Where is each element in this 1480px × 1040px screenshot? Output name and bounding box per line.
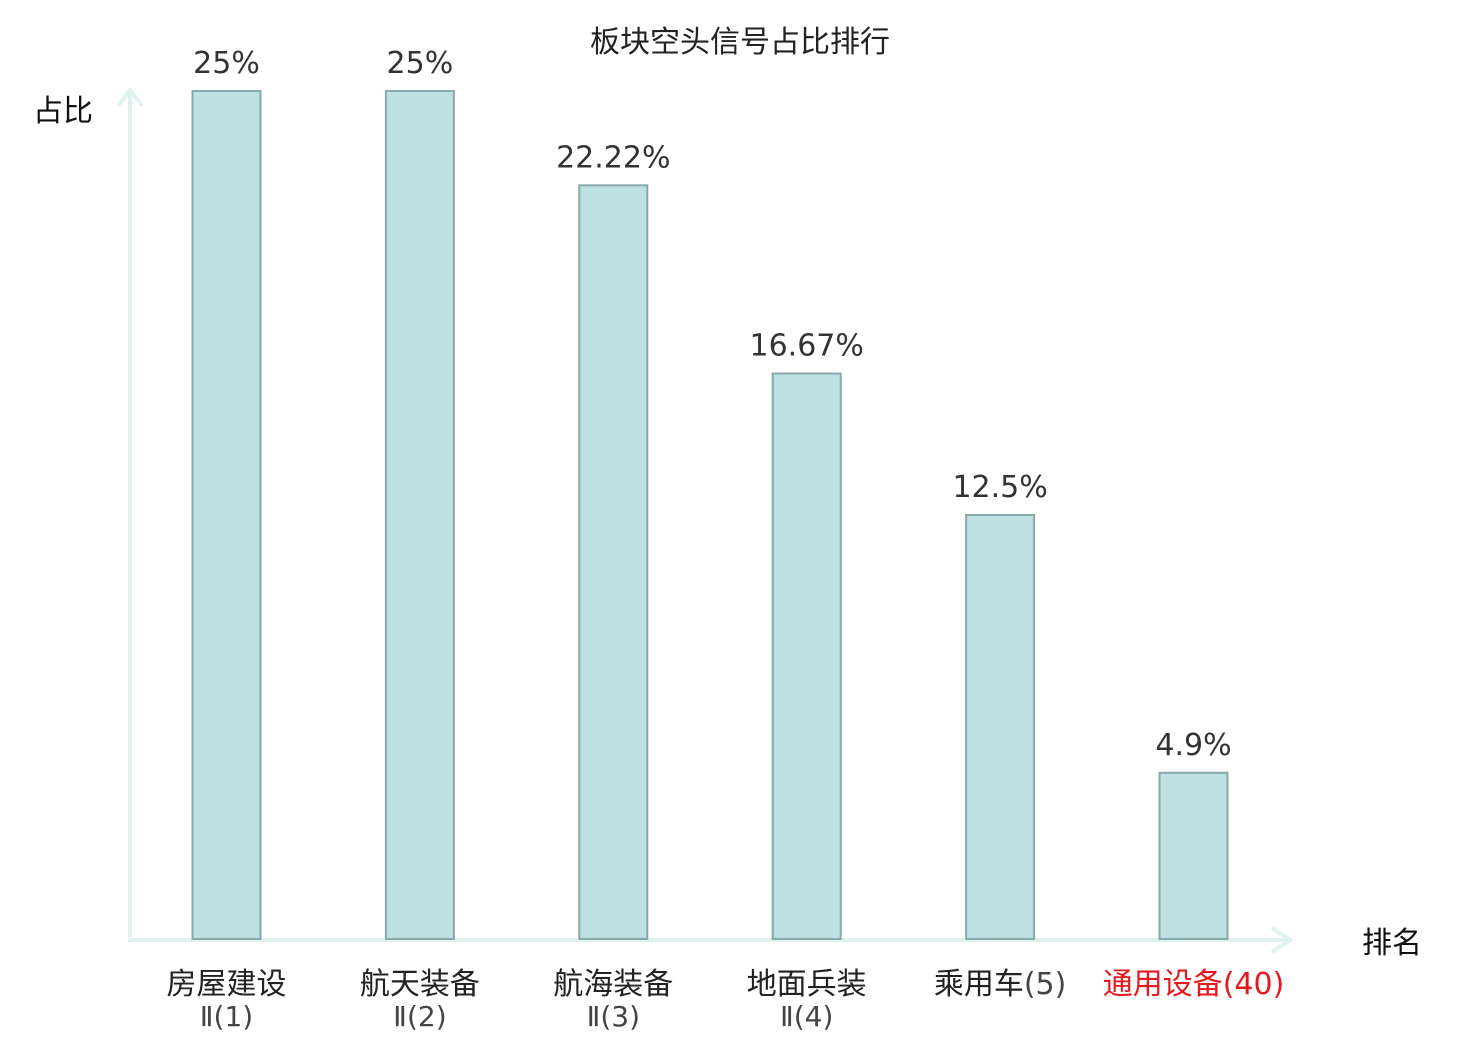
category-label: 航天装备 [360,967,480,1002]
bar [578,184,649,940]
bar-value-label: 22.22% [556,140,670,175]
y-axis-label: 占比 [33,94,93,129]
category-rank: Ⅱ(4) [780,1000,833,1033]
category-label: 地面兵装 [747,967,867,1002]
category-label: 乘用车(5) [934,967,1067,1002]
category-rank: Ⅱ(3) [587,1000,640,1033]
y-axis-arrowhead [116,86,144,108]
bar-value-label: 4.9% [1155,728,1231,763]
bar-value-label: 25% [387,46,454,81]
bar [771,372,842,940]
category-rank: Ⅱ(1) [200,1000,253,1033]
bar [965,514,1036,940]
category-label: 航海装备 [553,967,673,1002]
x-axis-label: 排名 [1362,926,1422,961]
bar-value-label: 25% [193,46,260,81]
category-rank: (5) [1024,967,1067,1002]
category-rank: (40) [1223,967,1285,1002]
category-label: 通用设备(40) [1103,967,1285,1002]
x-axis-arrowhead [1270,926,1294,954]
bar-value-label: 12.5% [952,470,1047,505]
category-rank: Ⅱ(2) [393,1000,446,1033]
category-label: 房屋建设 [167,967,287,1002]
bar [1158,771,1229,940]
bar [384,90,455,940]
chart-title: 板块空头信号占比排行 [590,25,890,60]
bar-value-label: 16.67% [750,329,864,364]
bar [191,90,262,940]
